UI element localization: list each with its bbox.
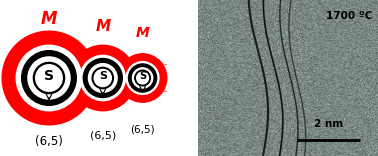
Circle shape — [92, 67, 113, 89]
Text: (6,5): (6,5) — [130, 124, 155, 134]
Circle shape — [33, 62, 65, 94]
Circle shape — [70, 45, 136, 111]
Text: S: S — [44, 69, 54, 83]
Text: S: S — [139, 71, 146, 81]
Text: (6,5): (6,5) — [90, 131, 116, 141]
Text: M: M — [136, 26, 149, 40]
Circle shape — [137, 72, 149, 84]
Circle shape — [135, 70, 150, 86]
Circle shape — [129, 64, 156, 92]
Text: 1700 ºC: 1700 ºC — [326, 11, 373, 21]
Circle shape — [88, 64, 117, 92]
Circle shape — [28, 57, 70, 99]
Circle shape — [36, 65, 62, 91]
Circle shape — [132, 68, 153, 88]
Circle shape — [126, 62, 159, 94]
Circle shape — [83, 58, 122, 98]
Text: (6,5): (6,5) — [35, 135, 63, 148]
Circle shape — [2, 31, 96, 125]
Circle shape — [22, 51, 76, 105]
Circle shape — [94, 69, 112, 87]
Text: M: M — [95, 19, 110, 34]
Text: M: M — [41, 10, 57, 28]
Circle shape — [118, 54, 167, 102]
Text: S: S — [99, 71, 107, 81]
Circle shape — [80, 55, 125, 101]
Text: 2 nm: 2 nm — [314, 119, 343, 129]
Circle shape — [16, 45, 82, 111]
